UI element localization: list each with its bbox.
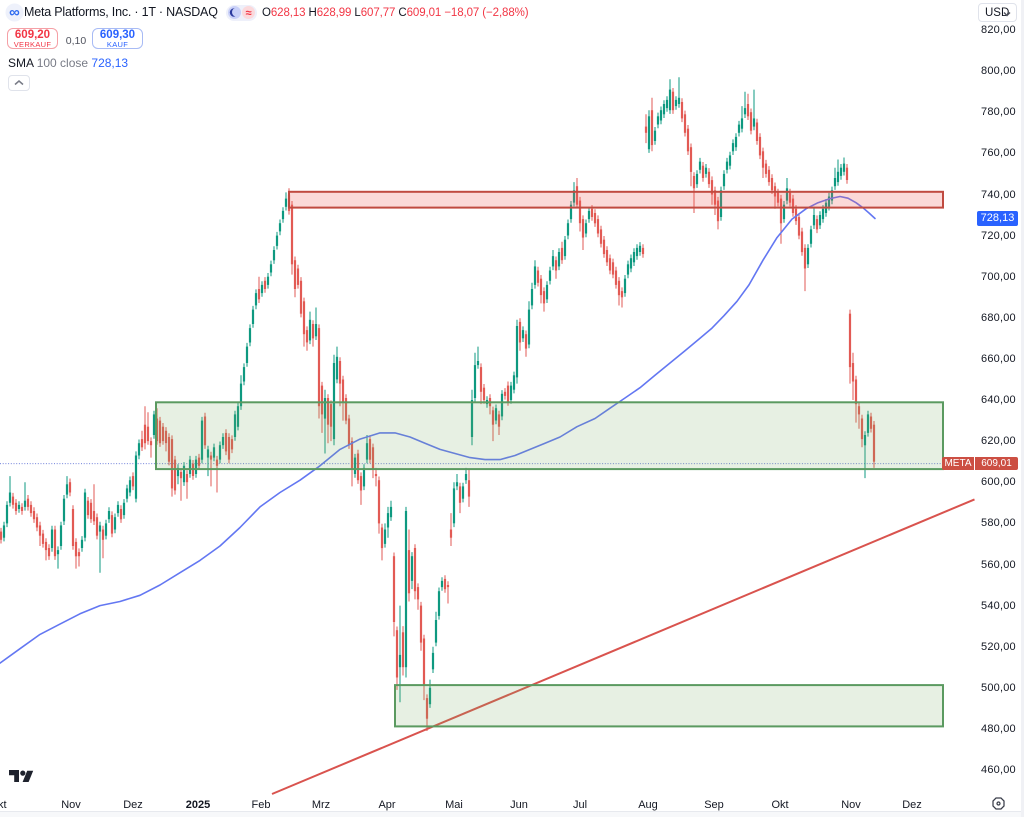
svg-text:≈: ≈ <box>245 8 251 19</box>
svg-text:∞: ∞ <box>9 4 20 21</box>
